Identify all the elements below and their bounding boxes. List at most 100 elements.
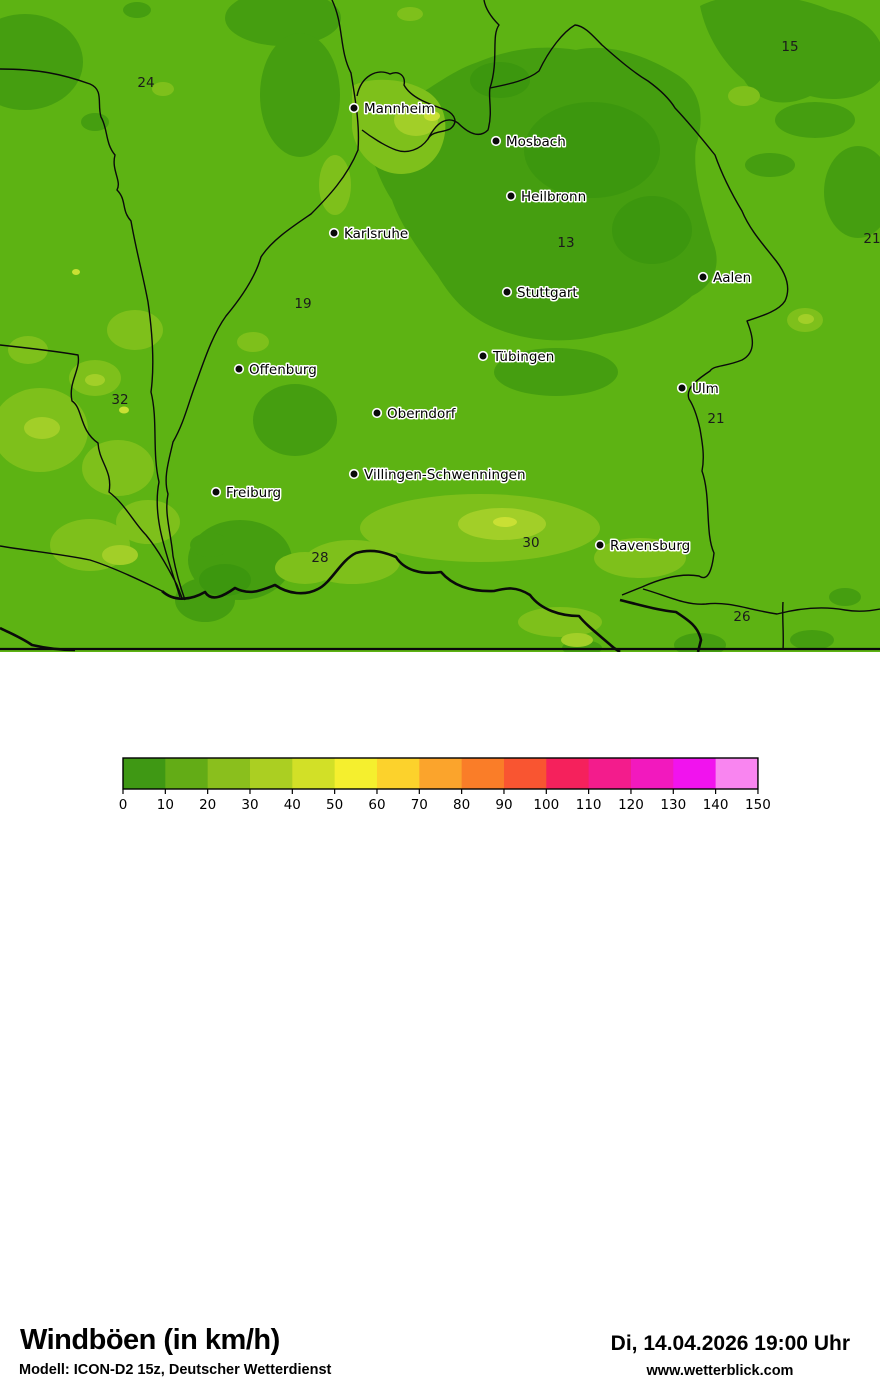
city-marker-dot [348,102,360,114]
state-border-line [0,545,163,592]
legend-tick-label: 120 [618,797,644,813]
wind-shade-region [199,564,251,596]
city-marker-dot [501,286,513,298]
city-label: Karlsruhe [344,226,408,242]
city-marker-dot [328,227,340,239]
wind-shade-region [824,146,880,238]
city-label: Mannheim [364,101,435,117]
state-border-line [483,0,500,89]
wind-shade-region [493,517,517,527]
wind-shade-region [0,14,83,110]
wind-gust-map-svg: Mannheim Mosbach Heilbronn Karlsruhe Stuttga… [0,0,880,657]
legend-tick-label: 0 [119,797,128,813]
state-border-line [427,24,789,596]
wind-value-label: 13 [557,235,574,251]
wind-shade-region [394,104,438,136]
wind-shade-region [190,533,230,557]
legend-tick-label: 80 [453,797,470,813]
wind-shade-region [775,102,855,138]
wind-value-label: 21 [863,231,880,247]
city-marker-dot [505,190,517,202]
legend-segment [123,758,166,789]
legend-segment [249,758,293,789]
wind-value-label: 15 [781,39,798,55]
wind-shade-region [237,332,269,352]
city-marker-dot [594,539,606,551]
city-marker-dot [490,135,502,147]
wind-shade-region [424,111,440,121]
legend-segment [588,758,632,789]
wind-shade-region [85,374,105,386]
legend-segment [503,758,547,789]
map-footer: Windböen (in km/h) Di, 14.04.2026 19:00 … [0,652,880,1379]
legend-segment [419,758,463,789]
wind-shade-region [152,82,174,96]
wind-shade-region [72,269,80,275]
legend-segment [461,758,505,789]
legend-segment [376,758,420,789]
wind-shade-region [728,86,760,106]
legend-segment [334,758,378,789]
wind-shade-region [102,545,138,565]
legend-tick-label: 100 [533,797,559,813]
wind-value-label: 21 [707,411,724,427]
legend-tick-label: 20 [199,797,216,813]
city-marker-dot [210,486,222,498]
state-border-line [782,601,784,651]
wind-value-label: 19 [294,296,311,312]
city-label: Ulm [692,381,719,397]
city-marker-dot [371,407,383,419]
wind-shade-region [397,7,423,21]
wind-gust-map: Mannheim Mosbach Heilbronn Karlsruhe Stuttga… [0,0,880,657]
city-label: Tübingen [492,349,554,365]
wind-shade-region [612,196,692,264]
state-border-line [165,0,360,601]
legend-frame [122,757,759,790]
legend-tick-label: 30 [241,797,258,813]
legend-tick-label: 40 [284,797,301,813]
state-border-line [0,344,183,599]
country-border-line [161,549,621,654]
state-border-line [0,68,181,598]
wind-shade-region [518,607,602,637]
wind-shade-region [260,33,340,157]
city-marker-dot [697,271,709,283]
legend-tick-label: 150 [745,797,771,813]
wind-shade-region [790,630,834,650]
legend-segment [546,758,590,789]
wind-shade-region [225,0,341,46]
wind-shade-region [82,440,154,496]
wind-shade-region [470,62,530,98]
wind-shade-region [561,633,593,647]
legend-segment [673,758,717,789]
wind-shade-region [594,538,686,578]
legend-segment [292,758,336,789]
city-label: Heilbronn [521,189,586,205]
city-label: Ravensburg [610,538,690,554]
wind-shade-region [319,155,351,215]
legend-segment [207,758,251,789]
wind-shade-region [798,314,814,324]
legend-segment [165,758,209,789]
city-marker-dot [348,468,360,480]
city-marker-dot [676,382,688,394]
wind-value-label: 26 [733,609,750,625]
wind-value-label: 28 [311,550,328,566]
wind-shade-region [107,310,163,350]
website-label: www.wetterblick.com [646,1363,794,1379]
legend-tick-label: 110 [576,797,602,813]
legend-segment [715,758,759,789]
city-label: Villingen-Schwenningen [364,467,526,483]
wind-shade-region [119,406,129,414]
state-border-line [642,588,880,615]
city-label: Mosbach [506,134,566,150]
city-label: Offenburg [249,362,317,378]
wind-shade-region [8,336,48,364]
legend-tick-label: 140 [703,797,729,813]
legend-tick-label: 70 [411,797,428,813]
city-marker-dot [233,363,245,375]
wind-shade-region [24,417,60,439]
wind-value-label: 30 [522,535,539,551]
legend-tick-label: 50 [326,797,343,813]
